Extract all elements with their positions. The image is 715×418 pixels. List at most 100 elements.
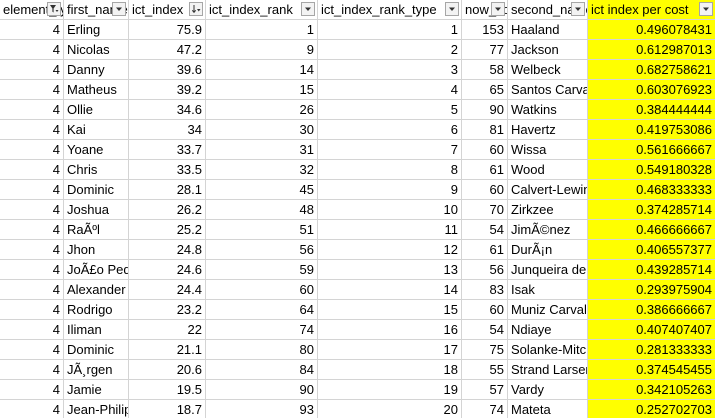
ict-index-cell[interactable]: 22: [129, 320, 206, 340]
first-name-cell[interactable]: Ollie: [64, 100, 129, 120]
ict-index-cell[interactable]: 20.6: [129, 360, 206, 380]
ict-index-rank-type-cell[interactable]: 12: [318, 240, 462, 260]
element-type-cell[interactable]: 4: [0, 300, 64, 320]
ict-index-cell[interactable]: 75.9: [129, 20, 206, 40]
ict-index-per-cost-cell[interactable]: 0.374285714: [588, 200, 715, 220]
ict-index-cell[interactable]: 39.2: [129, 80, 206, 100]
now-cost-cell[interactable]: 81: [462, 120, 508, 140]
ict-index-rank-cell[interactable]: 93: [206, 400, 318, 418]
element-type-cell[interactable]: 4: [0, 380, 64, 400]
ict-index-rank-cell[interactable]: 48: [206, 200, 318, 220]
now-cost-cell[interactable]: 153: [462, 20, 508, 40]
ict-index-per-cost-cell[interactable]: 0.374545455: [588, 360, 715, 380]
dropdown-arrow-icon[interactable]: [301, 2, 315, 16]
now-cost-cell[interactable]: 58: [462, 60, 508, 80]
filter-active-icon[interactable]: [47, 2, 61, 16]
element-type-cell[interactable]: 4: [0, 140, 64, 160]
element-type-cell[interactable]: 4: [0, 20, 64, 40]
now-cost-cell[interactable]: 65: [462, 80, 508, 100]
now-cost-cell[interactable]: 61: [462, 240, 508, 260]
ict-index-rank-type-cell[interactable]: 11: [318, 220, 462, 240]
second-name-cell[interactable]: Solanke-Mitchell: [508, 340, 588, 360]
second-name-cell[interactable]: Zirkzee: [508, 200, 588, 220]
first-name-cell[interactable]: Joshua: [64, 200, 129, 220]
element-type-cell[interactable]: 4: [0, 80, 64, 100]
header-cell-ict-index-rank-type[interactable]: ict_index_rank_type: [318, 0, 462, 20]
element-type-cell[interactable]: 4: [0, 100, 64, 120]
now-cost-cell[interactable]: 77: [462, 40, 508, 60]
second-name-cell[interactable]: Watkins: [508, 100, 588, 120]
element-type-cell[interactable]: 4: [0, 60, 64, 80]
element-type-cell[interactable]: 4: [0, 360, 64, 380]
ict-index-per-cost-cell[interactable]: 0.342105263: [588, 380, 715, 400]
ict-index-cell[interactable]: 19.5: [129, 380, 206, 400]
second-name-cell[interactable]: Wood: [508, 160, 588, 180]
second-name-cell[interactable]: Muniz Carvalho: [508, 300, 588, 320]
now-cost-cell[interactable]: 56: [462, 260, 508, 280]
now-cost-cell[interactable]: 60: [462, 300, 508, 320]
ict-index-per-cost-cell[interactable]: 0.406557377: [588, 240, 715, 260]
first-name-cell[interactable]: Jhon: [64, 240, 129, 260]
ict-index-rank-type-cell[interactable]: 4: [318, 80, 462, 100]
ict-index-rank-cell[interactable]: 1: [206, 20, 318, 40]
ict-index-per-cost-cell[interactable]: 0.407407407: [588, 320, 715, 340]
ict-index-cell[interactable]: 25.2: [129, 220, 206, 240]
first-name-cell[interactable]: Kai: [64, 120, 129, 140]
second-name-cell[interactable]: Vardy: [508, 380, 588, 400]
second-name-cell[interactable]: Santos Carvalho: [508, 80, 588, 100]
ict-index-per-cost-cell[interactable]: 0.561666667: [588, 140, 715, 160]
first-name-cell[interactable]: Dominic: [64, 340, 129, 360]
element-type-cell[interactable]: 4: [0, 400, 64, 418]
ict-index-rank-cell[interactable]: 74: [206, 320, 318, 340]
ict-index-rank-cell[interactable]: 32: [206, 160, 318, 180]
ict-index-cell[interactable]: 28.1: [129, 180, 206, 200]
sort-descending-icon[interactable]: [189, 2, 203, 16]
ict-index-rank-type-cell[interactable]: 16: [318, 320, 462, 340]
ict-index-per-cost-cell[interactable]: 0.496078431: [588, 20, 715, 40]
element-type-cell[interactable]: 4: [0, 260, 64, 280]
header-cell-first-name[interactable]: first_name: [64, 0, 129, 20]
ict-index-rank-type-cell[interactable]: 19: [318, 380, 462, 400]
ict-index-rank-type-cell[interactable]: 10: [318, 200, 462, 220]
first-name-cell[interactable]: Rodrigo: [64, 300, 129, 320]
first-name-cell[interactable]: JÃ¸rgen: [64, 360, 129, 380]
ict-index-per-cost-cell[interactable]: 0.419753086: [588, 120, 715, 140]
header-cell-second-name[interactable]: second_name: [508, 0, 588, 20]
ict-index-rank-cell[interactable]: 31: [206, 140, 318, 160]
ict-index-cell[interactable]: 24.8: [129, 240, 206, 260]
ict-index-cell[interactable]: 24.4: [129, 280, 206, 300]
ict-index-rank-cell[interactable]: 60: [206, 280, 318, 300]
dropdown-arrow-icon[interactable]: [491, 2, 505, 16]
ict-index-rank-cell[interactable]: 26: [206, 100, 318, 120]
ict-index-per-cost-cell[interactable]: 0.603076923: [588, 80, 715, 100]
ict-index-rank-cell[interactable]: 15: [206, 80, 318, 100]
second-name-cell[interactable]: Jackson: [508, 40, 588, 60]
second-name-cell[interactable]: Welbeck: [508, 60, 588, 80]
ict-index-rank-cell[interactable]: 45: [206, 180, 318, 200]
ict-index-per-cost-cell[interactable]: 0.386666667: [588, 300, 715, 320]
ict-index-rank-type-cell[interactable]: 7: [318, 140, 462, 160]
second-name-cell[interactable]: Mateta: [508, 400, 588, 418]
ict-index-cell[interactable]: 34.6: [129, 100, 206, 120]
ict-index-rank-cell[interactable]: 56: [206, 240, 318, 260]
now-cost-cell[interactable]: 54: [462, 320, 508, 340]
second-name-cell[interactable]: Strand Larsen: [508, 360, 588, 380]
element-type-cell[interactable]: 4: [0, 340, 64, 360]
dropdown-arrow-icon[interactable]: [445, 2, 459, 16]
second-name-cell[interactable]: Wissa: [508, 140, 588, 160]
ict-index-rank-type-cell[interactable]: 18: [318, 360, 462, 380]
element-type-cell[interactable]: 4: [0, 320, 64, 340]
ict-index-per-cost-cell[interactable]: 0.682758621: [588, 60, 715, 80]
second-name-cell[interactable]: Haaland: [508, 20, 588, 40]
ict-index-rank-type-cell[interactable]: 13: [318, 260, 462, 280]
ict-index-rank-type-cell[interactable]: 14: [318, 280, 462, 300]
header-cell-ict-index-per-cost[interactable]: ict index per cost: [588, 0, 715, 20]
ict-index-per-cost-cell[interactable]: 0.281333333: [588, 340, 715, 360]
now-cost-cell[interactable]: 70: [462, 200, 508, 220]
ict-index-rank-cell[interactable]: 64: [206, 300, 318, 320]
ict-index-rank-type-cell[interactable]: 15: [318, 300, 462, 320]
ict-index-per-cost-cell[interactable]: 0.468333333: [588, 180, 715, 200]
header-cell-element-type[interactable]: element_type: [0, 0, 64, 20]
header-cell-ict-index-rank[interactable]: ict_index_rank: [206, 0, 318, 20]
element-type-cell[interactable]: 4: [0, 40, 64, 60]
